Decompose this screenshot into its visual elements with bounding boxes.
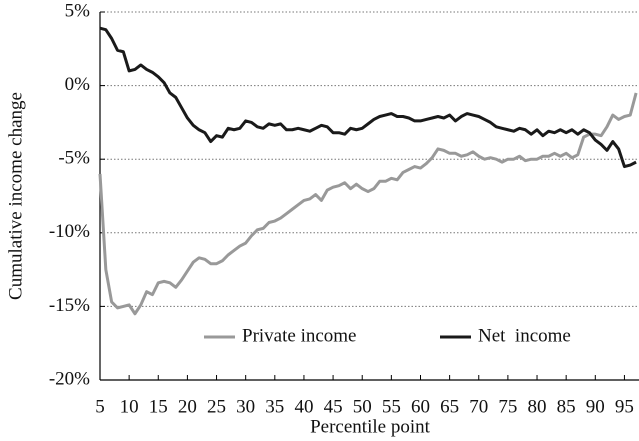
y-tick-label: -5%: [58, 148, 90, 169]
series-line: [99, 26, 637, 169]
x-tick-label: 55: [382, 396, 401, 417]
x-tick-label: 65: [440, 396, 459, 417]
x-tick-label: 40: [294, 396, 313, 417]
legend-label: Private income: [242, 325, 357, 346]
x-axis-label: Percentile point: [310, 416, 430, 437]
y-tick-label: -15%: [49, 295, 90, 316]
x-tick-label: 80: [528, 396, 547, 417]
x-tick-label: 45: [324, 396, 343, 417]
legend-label: Net income: [478, 325, 571, 346]
x-tick-label: 5: [95, 396, 105, 417]
x-tick-label: 35: [265, 396, 284, 417]
x-tick-label: 25: [207, 396, 226, 417]
x-tick-label: 10: [120, 396, 139, 417]
y-tick-label: 5%: [65, 0, 91, 21]
y-tick-label: -20%: [49, 368, 90, 389]
x-tick-label: 20: [178, 396, 197, 417]
x-tick-label: 70: [469, 396, 488, 417]
x-tick-label: 85: [557, 396, 576, 417]
y-tick-label: -10%: [49, 221, 90, 242]
x-tick-label: 60: [411, 396, 430, 417]
y-tick-label: 0%: [65, 74, 91, 95]
x-tick-label: 75: [498, 396, 517, 417]
x-tick-label: 95: [615, 396, 634, 417]
x-tick-label: 50: [353, 396, 372, 417]
series-line: [98, 92, 638, 316]
y-axis-label: Cumulative income change: [5, 92, 26, 300]
x-tick-label: 30: [236, 396, 255, 417]
x-tick-label: 90: [586, 396, 605, 417]
x-tick-label: 15: [149, 396, 168, 417]
